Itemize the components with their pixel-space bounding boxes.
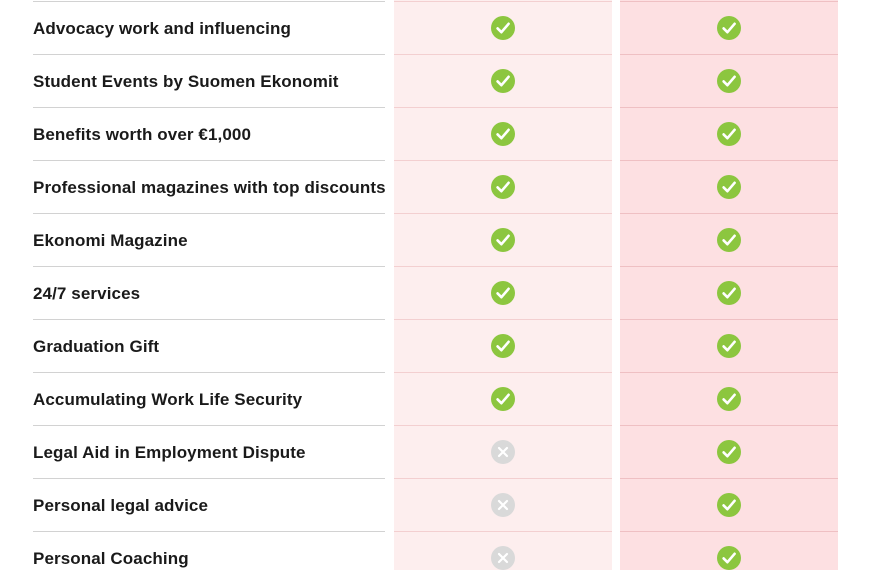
benefit-label: Graduation Gift — [33, 337, 160, 356]
row-divider — [620, 531, 838, 532]
table-row: Student Events by Suomen Ekonomit — [0, 54, 870, 108]
benefit-label: Accumulating Work Life Security — [33, 390, 303, 409]
benefit-label: Ekonomi Magazine — [33, 231, 188, 250]
row-divider — [394, 531, 612, 532]
check-icon — [491, 334, 515, 358]
row-divider — [394, 478, 612, 479]
row-divider — [33, 372, 385, 373]
table-row: Legal Aid in Employment Dispute — [0, 425, 870, 479]
row-divider — [394, 319, 612, 320]
table-row: Accumulating Work Life Security — [0, 372, 870, 426]
row-divider — [33, 1, 385, 2]
row-divider — [33, 531, 385, 532]
table-row: Benefits worth over €1,000 — [0, 107, 870, 161]
row-divider — [33, 54, 385, 55]
row-divider — [394, 213, 612, 214]
cross-icon — [491, 440, 515, 464]
table-row: Ekonomi Magazine — [0, 213, 870, 267]
benefit-label: Personal Coaching — [33, 549, 189, 568]
check-icon — [717, 387, 741, 411]
benefit-label: 24/7 services — [33, 284, 141, 303]
table-row: Professional magazines with top discount… — [0, 160, 870, 214]
row-divider — [620, 1, 838, 2]
row-divider — [394, 372, 612, 373]
row-divider — [394, 266, 612, 267]
check-icon — [717, 69, 741, 93]
check-icon — [717, 334, 741, 358]
benefit-label: Advocacy work and influencing — [33, 19, 291, 38]
row-divider — [620, 372, 838, 373]
table-row: Personal Coaching — [0, 531, 870, 585]
row-divider — [33, 107, 385, 108]
check-icon — [491, 387, 515, 411]
row-divider — [394, 160, 612, 161]
row-divider — [620, 160, 838, 161]
row-divider — [394, 107, 612, 108]
cross-icon — [491, 546, 515, 570]
row-divider — [33, 160, 385, 161]
benefit-label: Student Events by Suomen Ekonomit — [33, 72, 339, 91]
check-icon — [491, 228, 515, 252]
check-icon — [491, 122, 515, 146]
row-divider — [394, 1, 612, 2]
row-divider — [620, 213, 838, 214]
check-icon — [491, 16, 515, 40]
check-icon — [717, 16, 741, 40]
row-divider — [33, 425, 385, 426]
benefit-label: Legal Aid in Employment Dispute — [33, 443, 306, 462]
check-icon — [491, 281, 515, 305]
benefit-label: Benefits worth over €1,000 — [33, 125, 252, 144]
check-icon — [717, 440, 741, 464]
benefit-label: Personal legal advice — [33, 496, 209, 515]
table-row: 24/7 services — [0, 266, 870, 320]
check-icon — [491, 175, 515, 199]
table-row: Advocacy work and influencing — [0, 1, 870, 55]
cross-icon — [491, 493, 515, 517]
row-divider — [620, 54, 838, 55]
row-divider — [394, 54, 612, 55]
table-row: Personal legal advice — [0, 478, 870, 532]
check-icon — [717, 175, 741, 199]
check-icon — [717, 281, 741, 305]
row-divider — [394, 425, 612, 426]
check-icon — [717, 546, 741, 570]
check-icon — [491, 69, 515, 93]
table-row: Graduation Gift — [0, 319, 870, 373]
row-divider — [33, 266, 385, 267]
check-icon — [717, 122, 741, 146]
check-icon — [717, 228, 741, 252]
benefit-label: Professional magazines with top discount… — [33, 178, 386, 197]
row-divider — [620, 425, 838, 426]
row-divider — [33, 478, 385, 479]
row-divider — [620, 266, 838, 267]
check-icon — [717, 493, 741, 517]
row-divider — [33, 319, 385, 320]
row-divider — [33, 213, 385, 214]
row-divider — [620, 319, 838, 320]
row-divider — [620, 478, 838, 479]
row-divider — [620, 107, 838, 108]
